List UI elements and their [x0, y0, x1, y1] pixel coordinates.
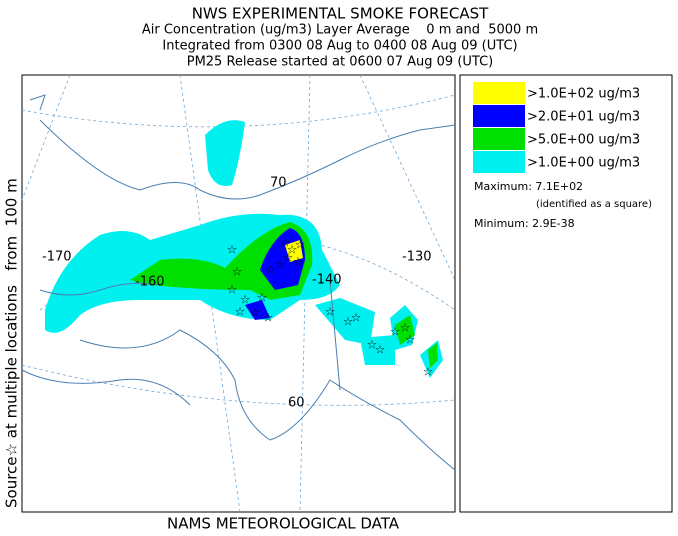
source-star: ☆: [423, 365, 434, 379]
subtitle: PM25 Release started at 0600 07 Aug 09 (…: [187, 55, 494, 70]
source-star: ☆: [351, 311, 362, 325]
source-star: ☆: [240, 293, 251, 307]
source-star: ☆: [263, 311, 274, 325]
coastline: [21, 94, 456, 471]
legend-label: >1.0E+02 ug/m3: [527, 87, 640, 102]
source-star: ☆: [295, 238, 306, 252]
source-star: ☆: [325, 305, 336, 319]
sources: ☆☆☆☆☆ ☆ ☆☆☆☆☆☆☆☆☆☆☆☆☆ ☆☆☆☆☆: [227, 236, 434, 379]
source-star: ☆: [283, 251, 294, 265]
source-star: ☆: [275, 258, 286, 272]
map-label: -170: [42, 250, 72, 265]
map-label: -130: [402, 250, 432, 265]
legend-label: >5.0E+00 ug/m3: [527, 133, 640, 148]
source-star: ☆: [265, 263, 276, 277]
title: NWS EXPERIMENTAL SMOKE FORECAST: [192, 5, 489, 23]
source-star: ☆: [390, 325, 401, 339]
maximum-note: (identified as a square): [536, 199, 652, 210]
source-star: ☆: [280, 236, 291, 250]
legend-label: >2.0E+01 ug/m3: [527, 110, 640, 125]
maximum: Maximum: 7.1E+02: [474, 180, 583, 193]
source-star: ☆: [293, 255, 304, 269]
footer: NAMS METEOROLOGICAL DATA: [167, 515, 400, 533]
map-label: 70: [270, 176, 287, 191]
source-star: ☆: [367, 338, 378, 352]
map-labels: -170 -160 -140 -130 70 60: [42, 176, 432, 411]
map: -170 -160 -140 -130 70 60 ☆☆☆☆☆ ☆ ☆☆☆☆☆☆☆☆…: [21, 74, 456, 513]
source-star: ☆: [227, 283, 238, 297]
legend-swatch: [473, 105, 525, 127]
map-label: -140: [312, 273, 342, 288]
source-star: ☆: [232, 265, 243, 279]
legend-swatch: [473, 128, 525, 150]
source-star: ☆: [250, 306, 261, 320]
source-star: ☆: [375, 343, 386, 357]
smoke-max: [285, 240, 303, 262]
legend-label: >1.0E+00 ug/m3: [527, 156, 640, 171]
subtitle: Air Concentration (ug/m3) Layer Average …: [142, 23, 538, 38]
map-label: -160: [135, 275, 165, 290]
side-label: Source☆ at multiple locations from 100 m: [3, 178, 21, 508]
legend-swatch: [473, 151, 525, 173]
source-star: ☆: [287, 243, 298, 257]
map-label: 60: [288, 396, 305, 411]
legend-swatch: [473, 82, 525, 104]
source-star: ☆: [405, 333, 416, 347]
source-star: ☆: [343, 315, 354, 329]
minimum: Minimum: 2.9E-38: [474, 217, 575, 230]
legend: >1.0E+02 ug/m3 >2.0E+01 ug/m3 >5.0E+00 ug/…: [473, 82, 640, 173]
source-star: ☆: [235, 305, 246, 319]
source-star: ☆: [227, 243, 238, 257]
source-star: ☆: [257, 291, 268, 305]
subtitle: Integrated from 0300 08 Aug to 0400 08 A…: [162, 39, 517, 54]
smoke-mid: [130, 222, 438, 368]
source-star: ☆: [400, 321, 411, 335]
